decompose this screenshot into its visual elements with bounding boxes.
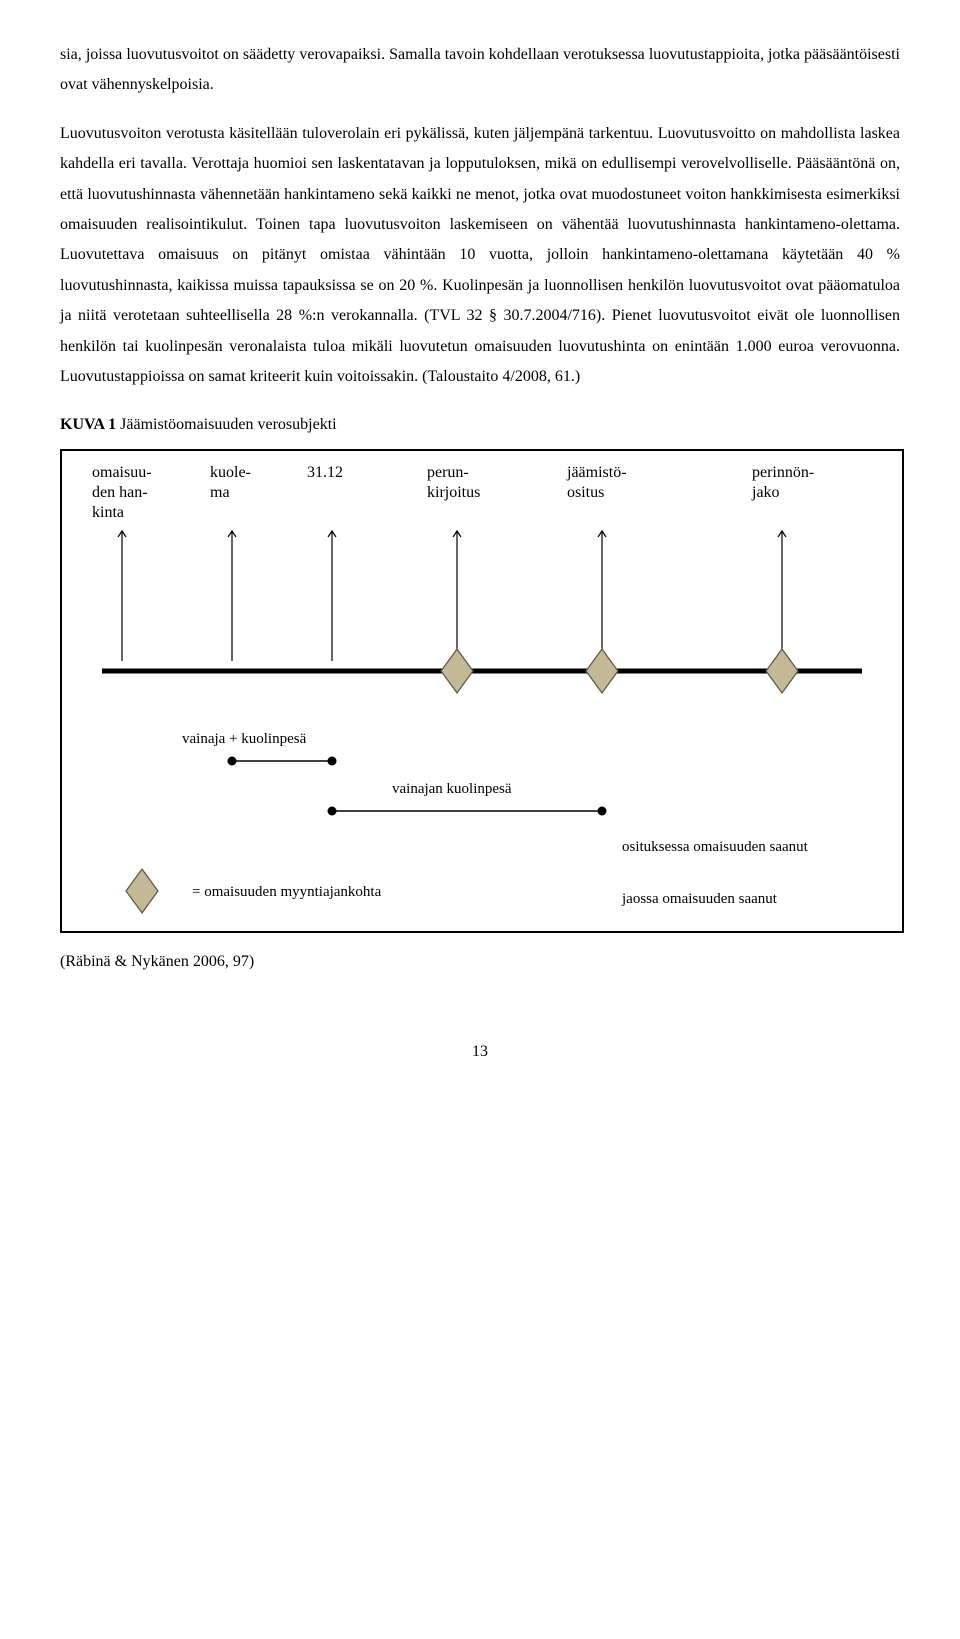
diamond-icon xyxy=(126,869,158,913)
paragraph-2: Luovutusvoiton verotusta käsitellään tul… xyxy=(60,119,900,393)
figure-citation: (Räbinä & Nykänen 2006, 97) xyxy=(60,947,900,977)
figure-heading: KUVA 1 Jäämistöomaisuuden verosubjekti xyxy=(60,410,900,440)
figure-title: Jäämistöomaisuuden verosubjekti xyxy=(116,416,336,433)
phase2-label: vainajan kuolinpesä xyxy=(392,781,512,797)
legend: = omaisuuden myyntiajankohta xyxy=(126,869,382,913)
label-perinnonjako: perinnön- jako xyxy=(751,464,818,501)
phase4-label: jaossa omaisuuden saanut xyxy=(621,891,778,907)
legend-label: = omaisuuden myyntiajankohta xyxy=(192,884,382,900)
label-3112: 31.12 xyxy=(307,464,343,481)
paragraph-1: sia, joissa luovutusvoitot on säädetty v… xyxy=(60,40,900,101)
phase3-label: osituksessa omaisuuden saanut xyxy=(622,839,809,855)
diamond-icon xyxy=(441,649,473,693)
phase-2: vainajan kuolinpesä xyxy=(328,781,607,816)
diagram-container: omaisuu- den han- kinta kuole- ma 31.12 … xyxy=(60,449,904,933)
phase1-label: vainaja + kuolinpesä xyxy=(182,731,307,747)
phase-1: vainaja + kuolinpesä xyxy=(182,731,337,766)
label-omaisuuden-hankinta: omaisuu- den han- kinta xyxy=(92,464,156,521)
page-number: 13 xyxy=(60,1037,900,1067)
diamond-icon xyxy=(766,649,798,693)
arrow-group xyxy=(118,531,786,661)
diagram-svg: omaisuu- den han- kinta kuole- ma 31.12 … xyxy=(62,451,902,931)
diamond-icon xyxy=(586,649,618,693)
figure-label: KUVA 1 xyxy=(60,416,116,433)
label-perunkirjoitus: perun- kirjoitus xyxy=(427,464,480,501)
label-jaamisto-ositus: jäämistö- ositus xyxy=(566,464,631,501)
label-kuolema: kuole- ma xyxy=(210,464,255,501)
